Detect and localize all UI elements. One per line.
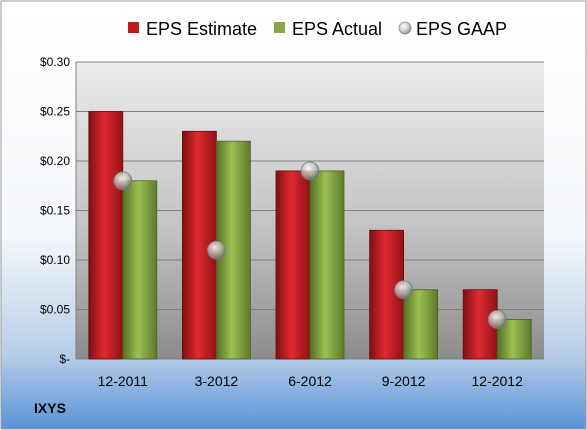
actual-bar — [309, 170, 345, 360]
x-tick-label: 9-2012 — [382, 373, 426, 389]
x-axis-ticks: 12-2011 3-2012 6-2012 9-2012 12-2012 — [98, 373, 523, 389]
legend-label-eps-estimate: EPS Estimate — [146, 19, 257, 39]
gaap-marker — [300, 161, 320, 181]
y-tick-label: $0.20 — [40, 154, 70, 168]
legend-swatch-eps-estimate — [128, 22, 139, 33]
estimate-bar — [88, 111, 124, 360]
y-tick-label: $0.10 — [40, 253, 70, 267]
gaap-marker — [206, 240, 226, 260]
estimate-bar — [275, 170, 311, 360]
y-tick-label: $- — [59, 352, 70, 366]
legend-label-eps-gaap: EPS GAAP — [416, 19, 507, 39]
legend: EPS Estimate EPS Actual EPS GAAP — [128, 19, 507, 39]
legend-swatch-eps-actual — [274, 22, 285, 33]
x-tick-label: 12-2012 — [472, 373, 524, 389]
actual-bar — [403, 289, 439, 360]
y-axis-ticks: $- $0.05 $0.10 $0.15 $0.20 $0.25 $0.30 — [40, 55, 70, 366]
gaap-marker — [487, 309, 507, 329]
gaap-marker — [113, 171, 133, 191]
actual-bar — [122, 180, 158, 360]
y-tick-label: $0.05 — [40, 303, 70, 317]
legend-swatch-eps-gaap — [398, 21, 412, 35]
gaap-marker — [394, 280, 414, 300]
y-tick-label: $0.15 — [40, 204, 70, 218]
x-tick-label: 12-2011 — [98, 373, 149, 389]
x-tick-label: 6-2012 — [288, 373, 332, 389]
y-tick-label: $0.25 — [40, 105, 70, 119]
legend-label-eps-actual: EPS Actual — [292, 19, 382, 39]
bars — [88, 111, 532, 360]
y-tick-label: $0.30 — [40, 55, 70, 69]
gaap-markers — [113, 161, 507, 329]
ticker-label: IXYS — [34, 400, 66, 416]
x-tick-label: 3-2012 — [195, 373, 239, 389]
